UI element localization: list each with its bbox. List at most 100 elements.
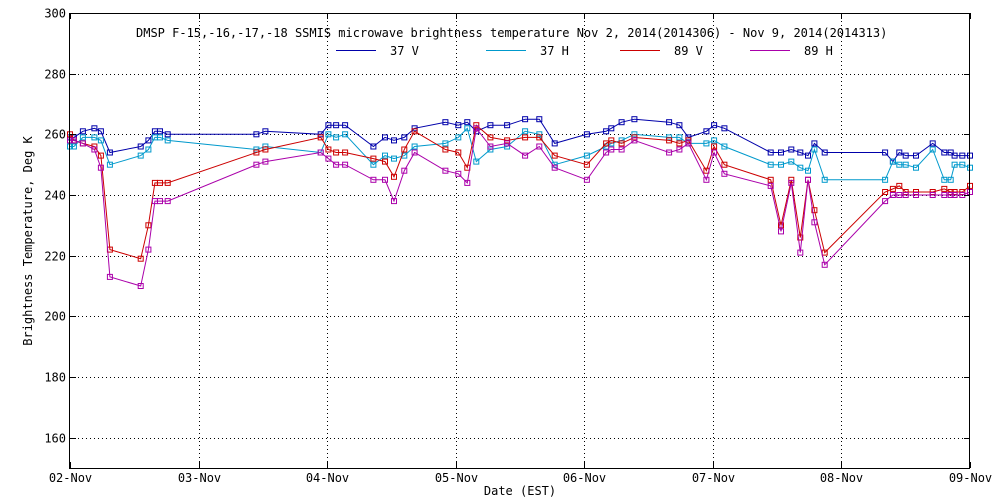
- legend-label: 37 V: [390, 44, 419, 58]
- data-point: [882, 189, 889, 195]
- series-89-h: [67, 125, 973, 289]
- data-point: [342, 131, 349, 138]
- data-point: [342, 149, 349, 156]
- y-axis-label: Brightness Temperature, Deg K: [21, 135, 35, 345]
- data-point: [583, 161, 590, 168]
- data-point: [253, 149, 260, 156]
- data-point: [959, 152, 966, 159]
- data-point: [97, 164, 104, 171]
- x-axis: 02-Nov 03-Nov 04-Nov 05-Nov 06-Nov 07-Nov 08-N…: [49, 13, 992, 485]
- data-point: [767, 176, 774, 183]
- legend: 37 V 37 H 89 V 89 H: [336, 44, 833, 58]
- data-point: [157, 179, 163, 186]
- data-point: [666, 119, 673, 126]
- data-point: [370, 176, 377, 183]
- data-point: [333, 134, 340, 141]
- data-point: [889, 192, 896, 198]
- y-tick-label: 200: [44, 310, 66, 324]
- data-point: [536, 134, 543, 141]
- data-point: [464, 125, 471, 132]
- data-point: [411, 143, 418, 150]
- y-tick-label: 260: [44, 128, 66, 142]
- data-point: [811, 146, 818, 153]
- data-point: [370, 161, 377, 168]
- x-tick-label: 06-Nov: [563, 471, 606, 485]
- data-point: [145, 146, 152, 153]
- data-point: [391, 173, 397, 180]
- data-point: [157, 198, 163, 205]
- data-point: [164, 198, 171, 205]
- data-point: [929, 140, 936, 147]
- data-point: [91, 125, 98, 132]
- data-point: [666, 137, 673, 144]
- plot-frame: [69, 13, 970, 469]
- data-point: [811, 207, 818, 214]
- data-point: [70, 143, 77, 150]
- data-point: [676, 134, 683, 141]
- y-tick-label: 180: [44, 371, 66, 385]
- data-point: [882, 149, 889, 156]
- data-point: [951, 152, 958, 159]
- data-point: [262, 146, 269, 153]
- data-point: [778, 149, 784, 156]
- data-point: [902, 152, 909, 159]
- data-point: [821, 176, 828, 183]
- data-point: [896, 192, 903, 198]
- data-point: [631, 116, 638, 123]
- data-point: [97, 137, 104, 144]
- data-point: [522, 134, 529, 141]
- data-point: [896, 161, 903, 168]
- data-point: [504, 122, 511, 129]
- data-point: [401, 167, 408, 174]
- data-point: [382, 176, 388, 183]
- data-point: [442, 140, 449, 147]
- data-point: [411, 128, 418, 135]
- data-point: [442, 167, 449, 174]
- data-point: [522, 128, 529, 135]
- data-point: [666, 149, 673, 156]
- x-tick-label: 04-Nov: [306, 471, 349, 485]
- grid: [70, 13, 970, 468]
- x-axis-label: Date (EST): [484, 484, 556, 498]
- data-point: [157, 128, 163, 135]
- data-point: [551, 164, 558, 171]
- data-point: [947, 176, 954, 183]
- data-point: [711, 122, 718, 129]
- x-tick-label: 05-Nov: [435, 471, 478, 485]
- data-point: [896, 182, 903, 189]
- data-point: [882, 198, 889, 205]
- data-point: [79, 128, 86, 135]
- data-point: [721, 170, 728, 177]
- data-point: [676, 140, 683, 147]
- data-point: [711, 137, 718, 144]
- data-point: [929, 146, 936, 153]
- data-point: [455, 134, 462, 141]
- data-point: [536, 116, 543, 123]
- data-point: [504, 140, 511, 147]
- data-point: [536, 131, 543, 138]
- data-point: [262, 128, 269, 135]
- data-point: [473, 158, 480, 165]
- data-point: [487, 122, 494, 129]
- data-point: [631, 131, 638, 138]
- data-point: [778, 228, 784, 235]
- data-point: [951, 192, 958, 198]
- data-point: [382, 152, 388, 159]
- y-tick-label: 280: [44, 68, 66, 82]
- data-point: [811, 140, 818, 147]
- data-point: [391, 155, 397, 162]
- data-point: [797, 249, 804, 256]
- data-point: [455, 149, 462, 156]
- data-point: [805, 152, 811, 159]
- data-point: [137, 143, 144, 150]
- data-point: [631, 137, 638, 144]
- data-point: [811, 219, 818, 226]
- data-point: [487, 134, 494, 141]
- data-point: [788, 179, 795, 186]
- data-point: [262, 158, 269, 165]
- data-point: [382, 158, 388, 165]
- data-point: [583, 131, 590, 138]
- data-point: [676, 146, 683, 153]
- data-point: [711, 149, 718, 156]
